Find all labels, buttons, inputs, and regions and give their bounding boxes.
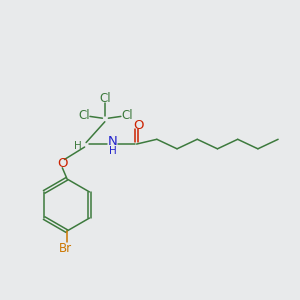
Text: Br: Br (59, 242, 72, 255)
Text: O: O (133, 119, 143, 132)
Text: Cl: Cl (78, 109, 90, 122)
Text: Cl: Cl (100, 92, 111, 105)
Text: N: N (108, 135, 118, 148)
Text: H: H (74, 141, 82, 152)
Text: Cl: Cl (121, 109, 133, 122)
Text: H: H (109, 146, 117, 156)
Text: O: O (57, 157, 68, 170)
